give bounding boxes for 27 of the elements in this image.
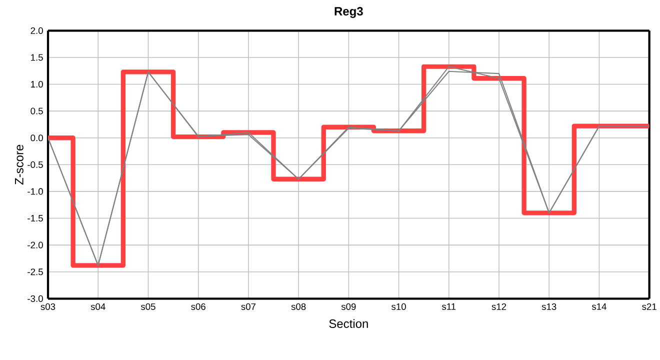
x-tick-label: s03 bbox=[40, 303, 56, 310]
y-tick-label: 0.0 bbox=[30, 134, 43, 142]
x-tick-label: s21 bbox=[642, 303, 656, 310]
x-tick-label: s08 bbox=[291, 303, 306, 310]
x-tick-label: s05 bbox=[140, 303, 156, 310]
y-tick-label: -3.0 bbox=[28, 295, 43, 302]
x-tick-label: s10 bbox=[392, 303, 406, 310]
y-tick-label: 0.5 bbox=[30, 108, 43, 114]
x-tick-label: s11 bbox=[442, 303, 456, 310]
x-tick-label: s12 bbox=[492, 303, 506, 310]
x-tick-label: s04 bbox=[90, 303, 106, 310]
x-axis-title: Section bbox=[329, 319, 368, 328]
chart-title: Reg3 bbox=[334, 7, 363, 18]
y-tick-label: -2.5 bbox=[28, 268, 43, 276]
y-tick-label: 2.0 bbox=[30, 27, 43, 34]
y-axis-title: Z-score bbox=[15, 144, 24, 185]
y-tick-label: 1.0 bbox=[31, 80, 43, 88]
x-tick-label: s09 bbox=[341, 303, 356, 310]
x-tick-label: s13 bbox=[542, 303, 556, 310]
y-tick-label: -1.0 bbox=[28, 188, 43, 195]
y-tick-label: -0.5 bbox=[28, 161, 43, 168]
y-tick-label: 1.5 bbox=[31, 54, 43, 61]
x-tick-label: s14 bbox=[592, 303, 606, 310]
y-tick-label: -1.5 bbox=[28, 215, 43, 222]
x-tick-label: s07 bbox=[241, 303, 256, 310]
y-tick-label: -2.0 bbox=[28, 242, 43, 248]
x-tick-label: s06 bbox=[191, 303, 206, 310]
